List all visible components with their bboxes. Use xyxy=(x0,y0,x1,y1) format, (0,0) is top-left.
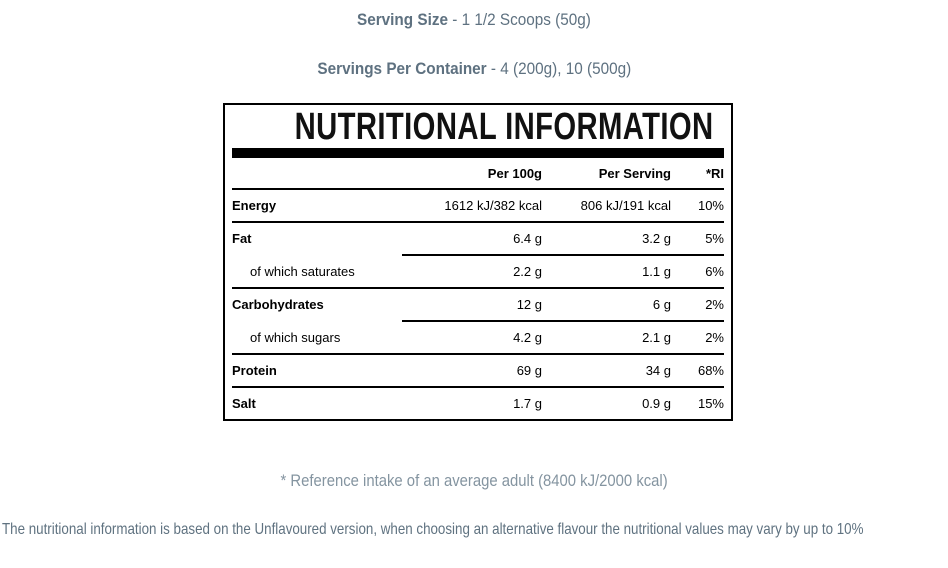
table-row-carbohydrates: Carbohydrates 12 g 6 g 2% xyxy=(232,289,724,320)
separator-full xyxy=(232,287,724,289)
row-per-100g: 12 g xyxy=(516,297,542,312)
serving-size-line: Serving Size - 1 1/2 Scoops (50g) xyxy=(0,10,948,30)
nutrition-table-title-text: NUTRITIONAL INFORMATION xyxy=(294,106,714,148)
row-label: Fat xyxy=(232,231,252,246)
reference-intake-note: * Reference intake of an average adult (… xyxy=(0,471,948,491)
title-divider-bar xyxy=(232,148,724,158)
row-per-serving: 3.2 g xyxy=(642,231,671,246)
column-header-per-serving: Per Serving xyxy=(598,165,671,181)
column-header-per-100g: Per 100g xyxy=(487,165,542,181)
row-ri: 6% xyxy=(705,264,724,279)
row-per-serving: 0.9 g xyxy=(642,396,671,411)
row-per-serving: 34 g xyxy=(645,363,671,378)
flavour-variation-note: The nutritional information is based on … xyxy=(2,521,864,538)
separator-full xyxy=(232,221,724,223)
row-per-100g: 6.4 g xyxy=(513,231,542,246)
row-ri: 15% xyxy=(697,396,724,411)
servings-per-container-label: Servings Per Container xyxy=(317,59,487,78)
row-per-100g: 4.2 g xyxy=(513,330,542,345)
row-per-serving: 1.1 g xyxy=(642,264,671,279)
column-header-ri: *RI xyxy=(705,165,724,181)
row-per-serving: 6 g xyxy=(652,297,671,312)
separator-full xyxy=(232,353,724,355)
row-ri: 68% xyxy=(697,363,724,378)
separator-partial xyxy=(402,320,724,322)
row-per-100g: 1612 kJ/382 kcal xyxy=(444,198,542,213)
row-per-100g: 69 g xyxy=(516,363,542,378)
row-per-100g: 1.7 g xyxy=(513,396,542,411)
table-row-salt: Salt 1.7 g 0.9 g 15% xyxy=(232,388,724,419)
row-label: of which sugars xyxy=(250,330,341,345)
row-ri: 5% xyxy=(705,231,724,246)
servings-per-container-text: Servings Per Container - 4 (200g), 10 (5… xyxy=(317,59,631,79)
nutrition-table-title: NUTRITIONAL INFORMATION xyxy=(232,107,724,148)
row-per-serving: 806 kJ/191 kcal xyxy=(580,198,671,213)
separator-under-header xyxy=(232,188,724,190)
table-row-saturates: of which saturates 2.2 g 1.1 g 6% xyxy=(232,256,724,287)
table-row-protein: Protein 69 g 34 g 68% xyxy=(232,355,724,386)
row-label: of which saturates xyxy=(250,264,355,279)
table-row-sugars: of which sugars 4.2 g 2.1 g 2% xyxy=(232,322,724,353)
table-row-energy: Energy 1612 kJ/382 kcal 806 kJ/191 kcal … xyxy=(232,190,724,221)
row-label: Salt xyxy=(232,396,256,411)
row-label: Energy xyxy=(232,198,277,213)
servings-per-container-line: Servings Per Container - 4 (200g), 10 (5… xyxy=(0,59,948,79)
row-per-serving: 2.1 g xyxy=(642,330,671,345)
row-ri: 2% xyxy=(705,330,724,345)
row-ri: 2% xyxy=(705,297,724,312)
reference-intake-note-text: * Reference intake of an average adult (… xyxy=(280,472,668,490)
table-row-fat: Fat 6.4 g 3.2 g 5% xyxy=(232,223,724,254)
row-ri: 10% xyxy=(697,198,724,213)
row-per-100g: 2.2 g xyxy=(513,264,542,279)
serving-size-value: - 1 1/2 Scoops (50g) xyxy=(452,10,591,29)
row-label: Carbohydrates xyxy=(232,297,324,312)
separator-partial xyxy=(402,254,724,256)
row-label: Protein xyxy=(232,363,277,378)
nutrition-table: NUTRITIONAL INFORMATION Per 100g Per Ser… xyxy=(223,103,733,421)
column-header-row: Per 100g Per Serving *RI xyxy=(232,158,724,188)
servings-per-container-value: - 4 (200g), 10 (500g) xyxy=(490,59,631,78)
serving-size-text: Serving Size - 1 1/2 Scoops (50g) xyxy=(357,10,591,30)
separator-full xyxy=(232,386,724,388)
serving-size-label: Serving Size xyxy=(357,10,449,29)
